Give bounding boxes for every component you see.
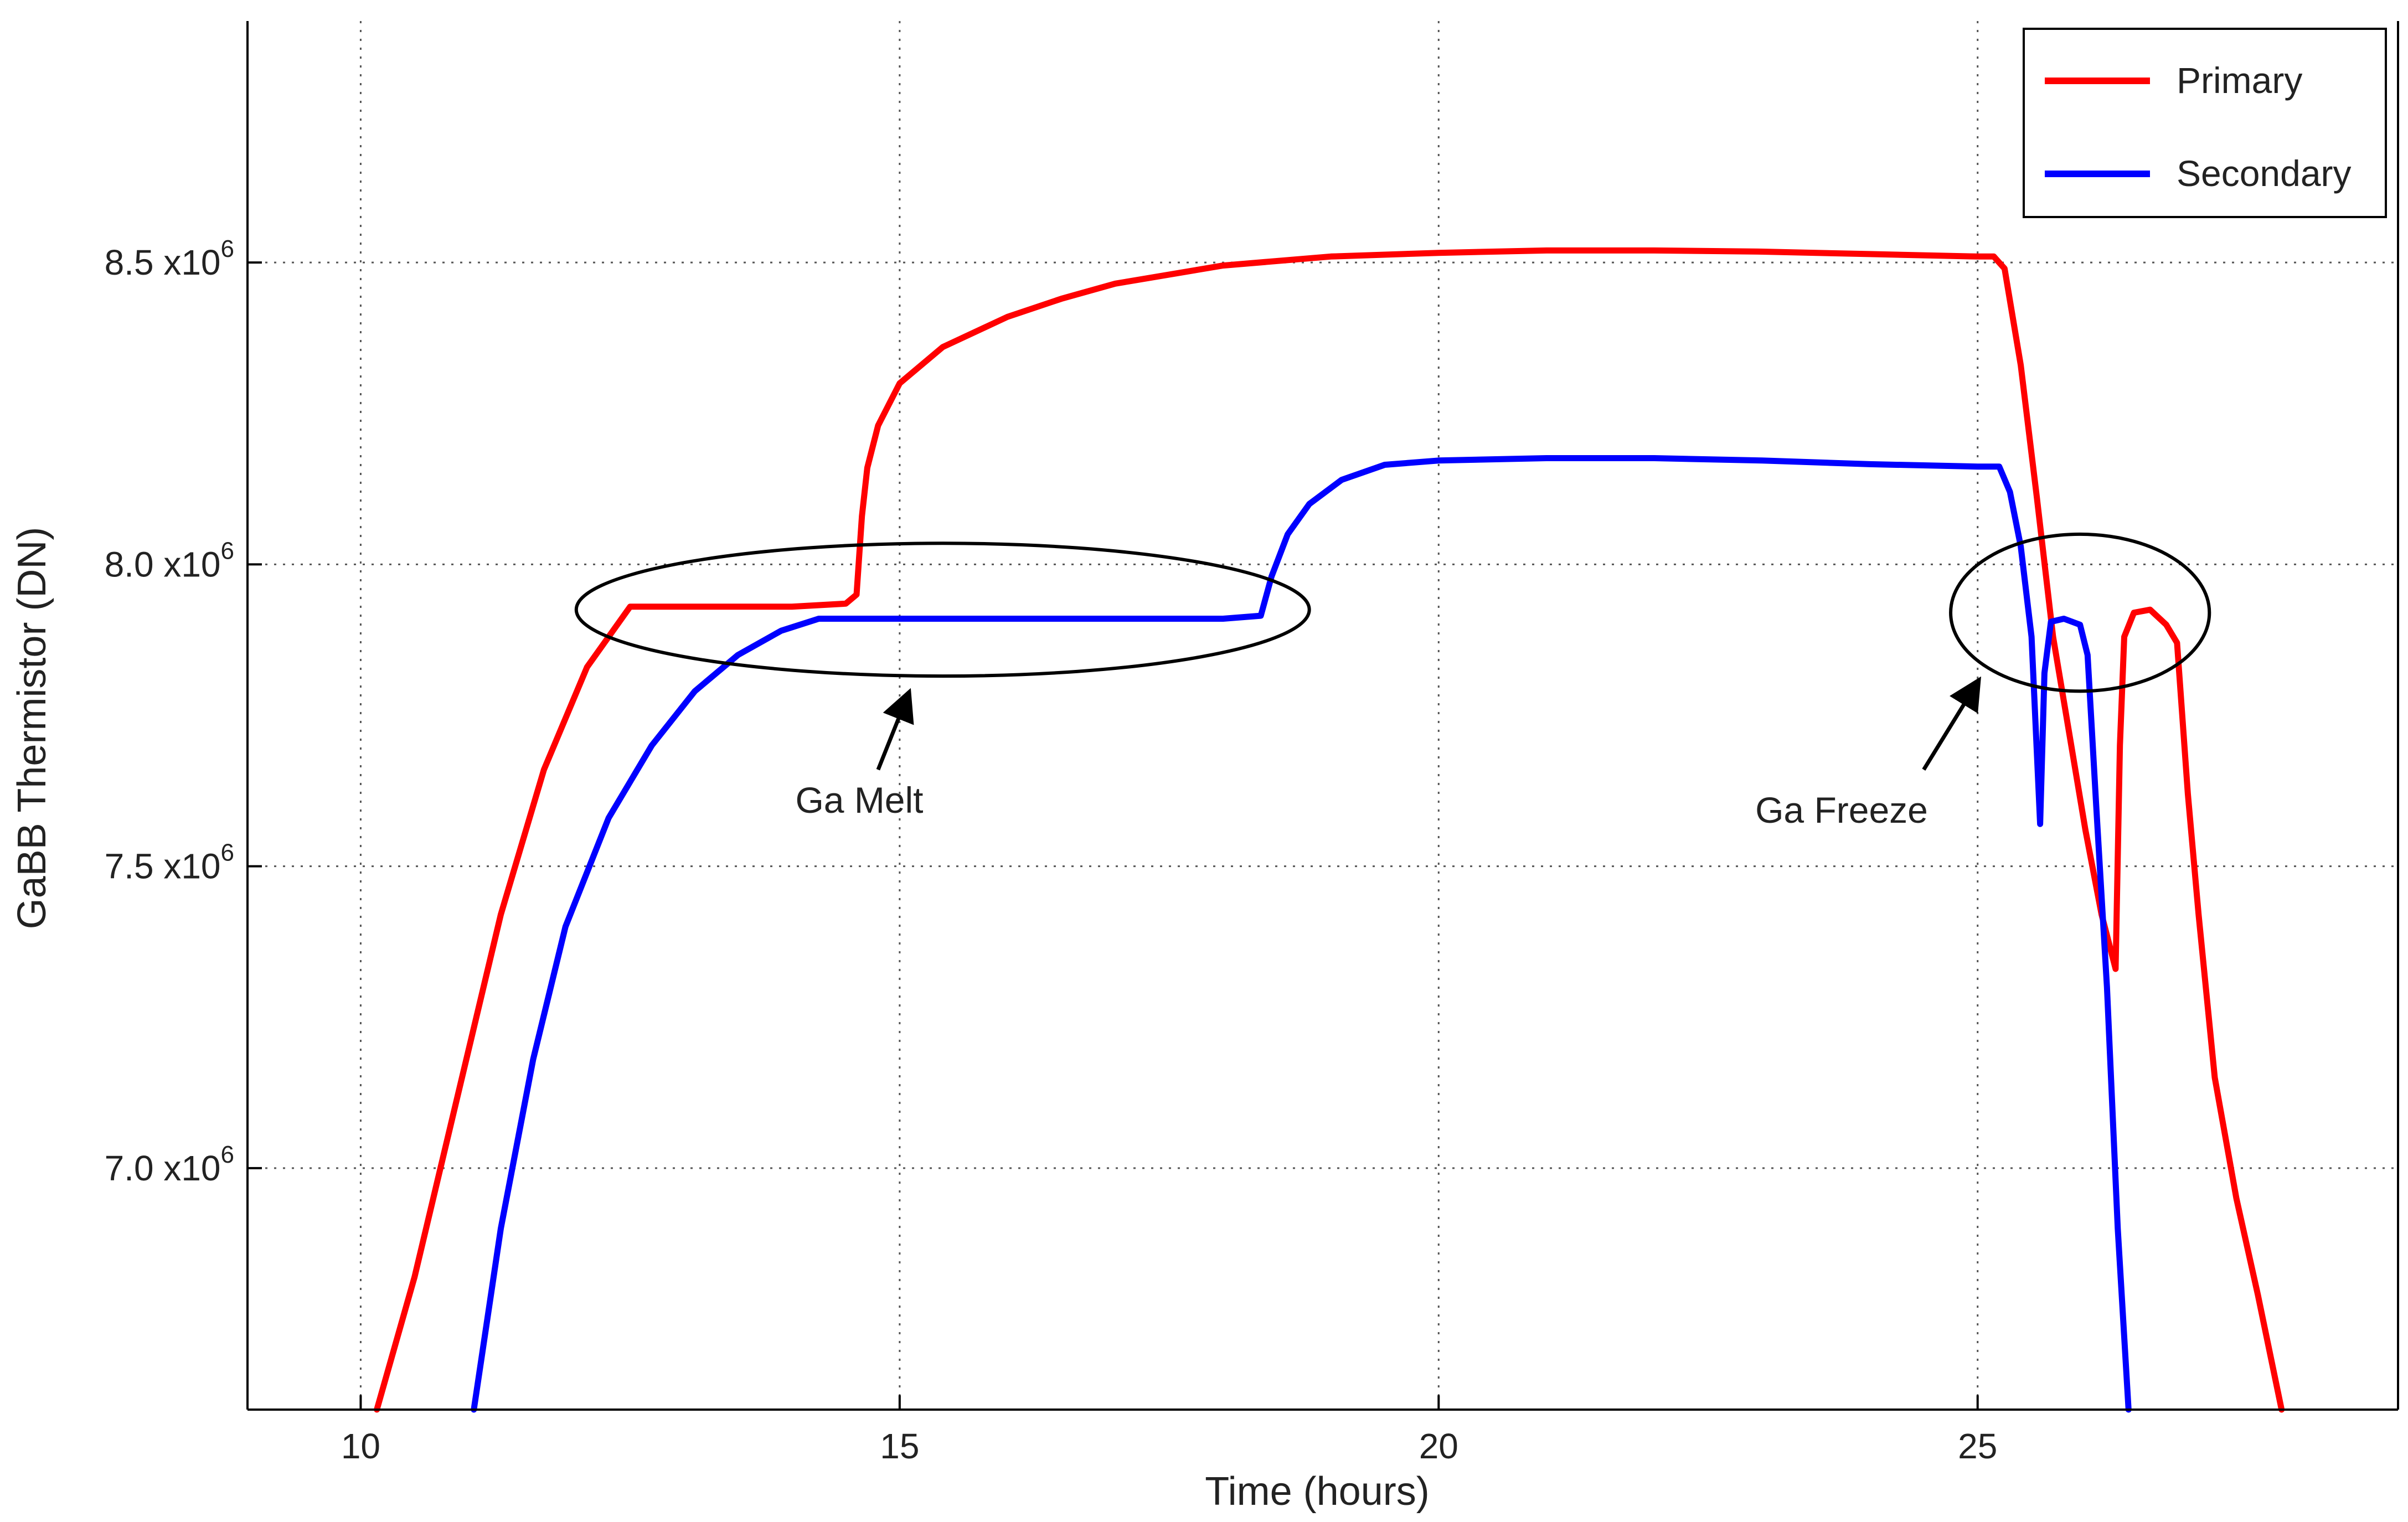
y-tick-label: 7.0 x106	[105, 1141, 234, 1188]
x-tick-label: 10	[341, 1426, 380, 1466]
series-line-primary	[374, 247, 2285, 1413]
series-line-secondary	[471, 455, 2132, 1413]
ga-melt-arrow	[876, 688, 914, 771]
series-layer	[374, 247, 2285, 1413]
annotation-labels: Ga Melt Ga Freeze	[795, 780, 1927, 830]
legend-label-secondary: Secondary	[2177, 153, 2352, 194]
y-axis-title: GaBB Thermistor (DN)	[10, 527, 54, 930]
x-tick-label: 25	[1958, 1426, 1997, 1466]
legend-box	[2023, 28, 2387, 218]
x-tick-label: 20	[1419, 1426, 1458, 1466]
y-tick-label: 8.5 x106	[105, 235, 234, 282]
x-tick-label: 15	[880, 1426, 919, 1466]
ga-melt-ellipse	[574, 541, 1311, 678]
ga-freeze-arrow	[1922, 676, 1982, 771]
annotation-ga-freeze: Ga Freeze	[1755, 790, 1928, 830]
axes	[246, 21, 2399, 1411]
legend-label-primary: Primary	[2177, 60, 2302, 101]
legend: Primary Secondary	[2023, 28, 2387, 218]
y-tick-labels: 7.0 x106 7.5 x106 8.0 x106 8.5 x106	[105, 235, 234, 1188]
y-tick-label: 8.0 x106	[105, 537, 234, 584]
ga-freeze-ellipse	[1949, 532, 2211, 693]
x-axis-title: Time (hours)	[1205, 1469, 1429, 1514]
y-tick-label: 7.5 x106	[105, 839, 234, 886]
annotation-ga-melt: Ga Melt	[795, 780, 923, 821]
annotation-shapes	[574, 532, 2211, 771]
x-tick-labels: 10 15 20 25	[341, 1426, 1997, 1466]
